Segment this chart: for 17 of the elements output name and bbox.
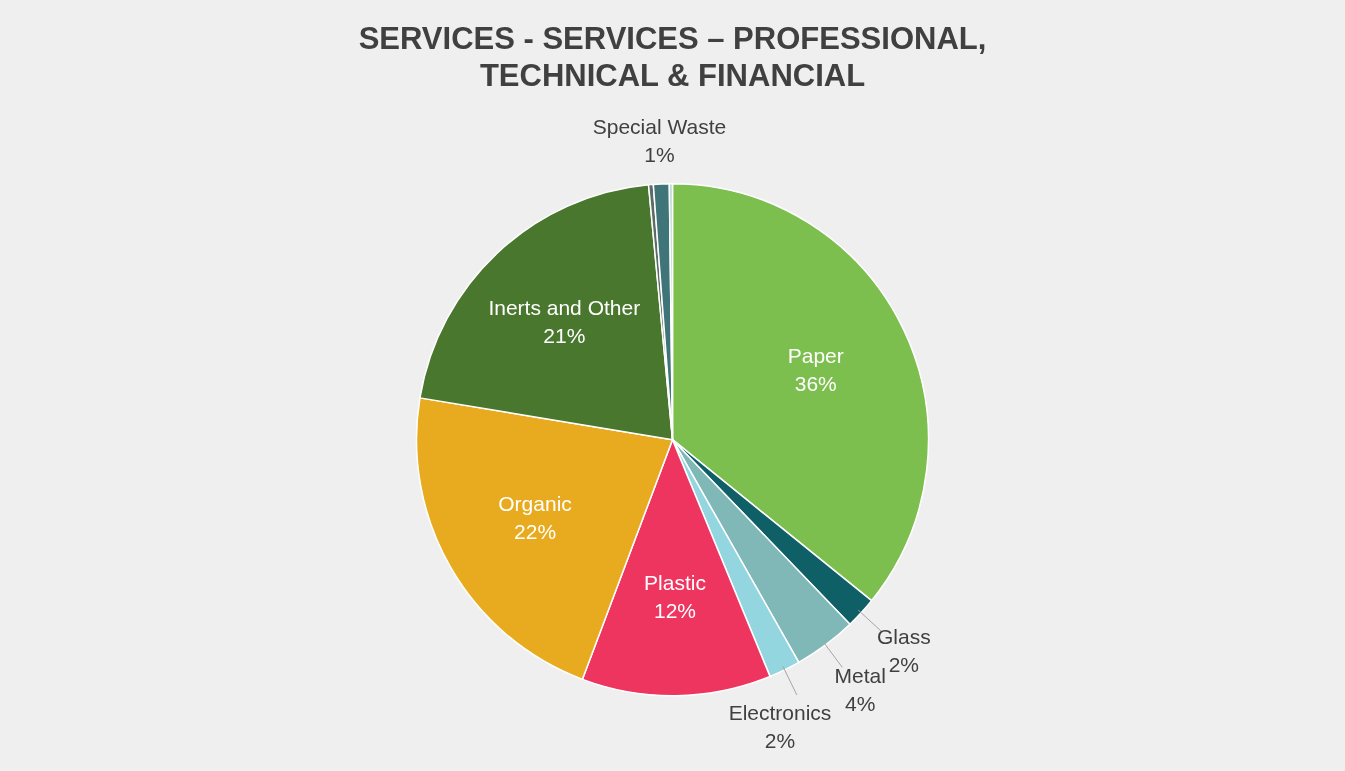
- data-label: 12%: [653, 599, 696, 623]
- slice-label: Special Waste: [592, 114, 727, 138]
- data-label: 1%: [644, 142, 675, 166]
- slice-label: Metal: [834, 664, 886, 688]
- chart-title: SERVICES - SERVICES – PROFESSIONAL, TECHNICAL & FINANCIAL: [358, 21, 987, 94]
- data-label: 2%: [764, 728, 796, 752]
- data-label: 36%: [794, 372, 837, 396]
- slice-label: Organic: [498, 491, 572, 515]
- slice-label: Inerts and Other: [488, 296, 641, 320]
- data-label: 22%: [514, 519, 557, 543]
- data-label: 4%: [845, 692, 876, 716]
- slice-label: Paper: [787, 344, 844, 368]
- slice-label: Glass: [877, 624, 931, 648]
- slice-label: Plastic: [644, 571, 706, 595]
- data-label: 2%: [888, 652, 920, 676]
- data-label: 21%: [543, 324, 586, 348]
- slice-label: Electronics: [728, 700, 832, 724]
